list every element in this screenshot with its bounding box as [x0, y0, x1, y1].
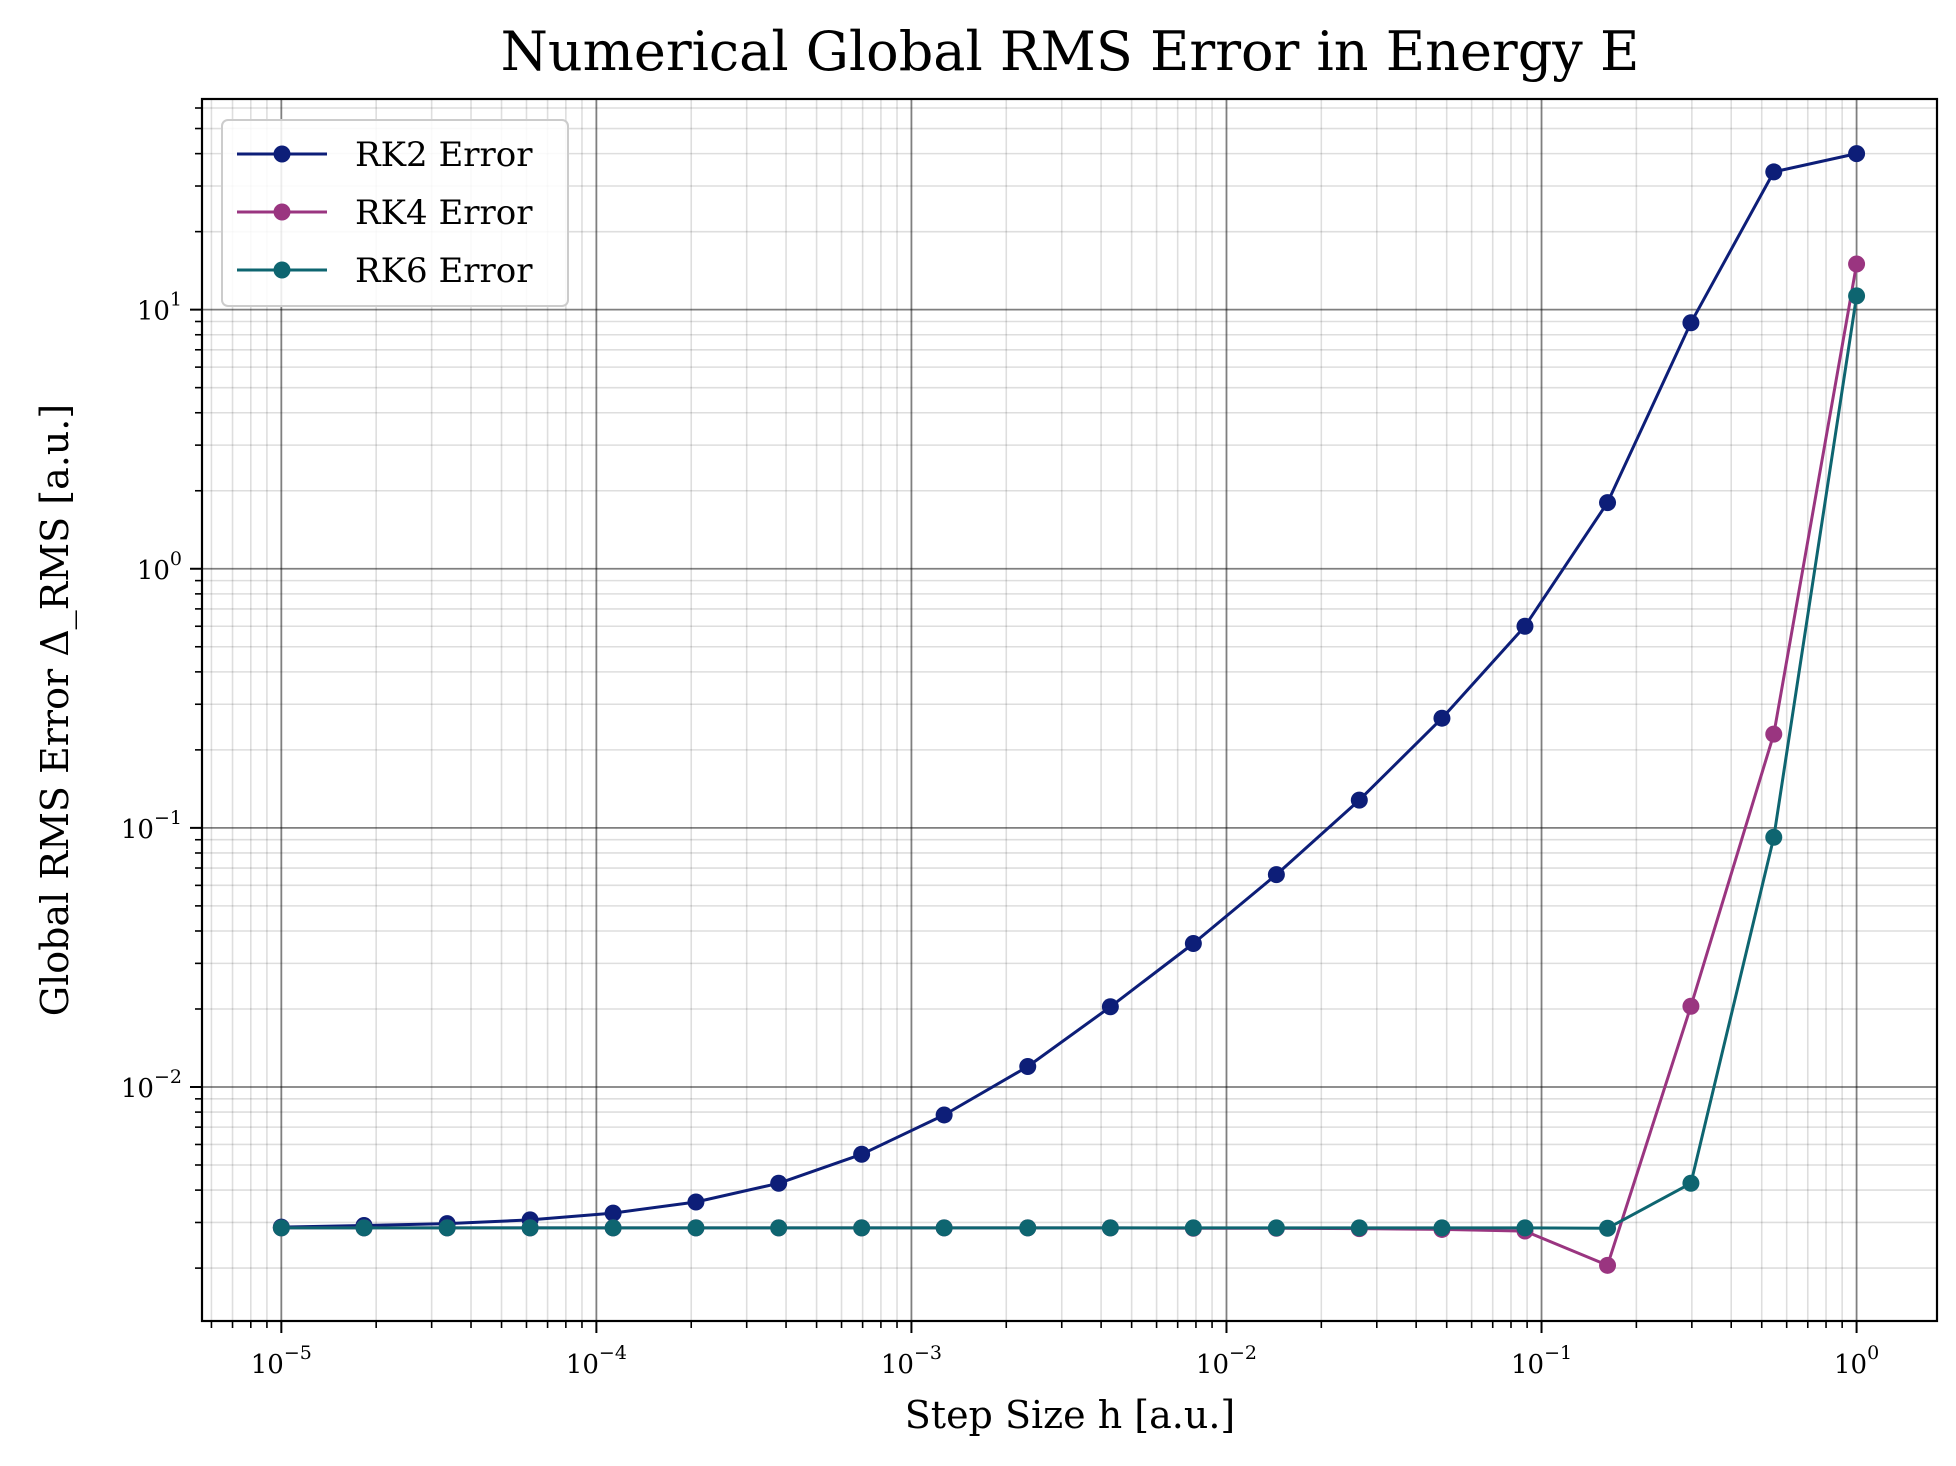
x-tick-label: 10−2 [1196, 1342, 1257, 1380]
data-point [1682, 1174, 1700, 1192]
legend-marker [273, 203, 291, 221]
plot-frame [200, 97, 1939, 1323]
x-axis-label: Step Size h [a.u.] [905, 1393, 1235, 1437]
x-tick-base: 10 [881, 1350, 914, 1380]
data-point [1765, 725, 1783, 743]
data-point [1433, 1219, 1451, 1237]
y-tick-base: 10 [121, 1074, 154, 1104]
data-point [770, 1219, 788, 1237]
data-point [1682, 314, 1700, 332]
y-tick-base: 10 [137, 556, 170, 586]
data-point [1848, 287, 1866, 305]
y-tick-label: 101 [137, 289, 182, 327]
data-point [438, 1219, 456, 1237]
legend: RK2 Error RK4 Error RK6 Error [221, 119, 569, 307]
data-point [935, 1106, 953, 1124]
data-point [272, 1219, 290, 1237]
x-tick-base: 10 [1834, 1350, 1867, 1380]
data-point [1433, 709, 1451, 727]
data-point [604, 1204, 622, 1222]
series-line [281, 295, 1859, 1230]
legend-item: RK6 Error [237, 251, 533, 291]
y-tick-exponent: −2 [154, 1066, 182, 1088]
x-tick-base: 10 [1511, 1350, 1544, 1380]
series-layer [272, 145, 1866, 1274]
x-tick-exponent: −1 [1544, 1342, 1572, 1364]
data-point [687, 1219, 705, 1237]
data-point [1267, 866, 1285, 884]
data-point [521, 1219, 539, 1237]
legend-marker [273, 145, 291, 163]
data-point [687, 1193, 705, 1211]
data-point [1019, 1219, 1037, 1237]
data-point [1682, 997, 1700, 1015]
y-tick-label: 100 [137, 548, 182, 586]
x-tick-label: 10−5 [251, 1342, 312, 1380]
x-tick-exponent: −5 [284, 1342, 312, 1364]
data-point [1350, 791, 1368, 809]
legend-box [221, 119, 569, 307]
legend-label: RK6 Error [355, 251, 533, 291]
y-tick-label: 10−1 [121, 807, 182, 845]
x-tick-exponent: −2 [1229, 1342, 1257, 1364]
data-point [1101, 998, 1119, 1016]
data-point [604, 1219, 622, 1237]
y-axis-label: Global RMS Error Δ_RMS [a.u.] [33, 404, 78, 1016]
data-point [935, 1219, 953, 1237]
y-tick-base: 10 [121, 815, 154, 845]
legend-label: RK2 Error [355, 135, 533, 175]
data-point [1184, 1219, 1202, 1237]
series-line [281, 152, 1857, 1229]
chart-title: Numerical Global RMS Error in Energy E [501, 20, 1640, 83]
y-tick-base: 10 [137, 297, 170, 327]
data-point [1599, 1219, 1617, 1237]
data-point [1019, 1057, 1037, 1075]
legend-marker [273, 261, 291, 279]
series-1 [272, 145, 1866, 1236]
x-tick-exponent: −3 [914, 1342, 942, 1364]
data-point [1765, 163, 1783, 181]
data-point [355, 1219, 373, 1237]
x-tick-base: 10 [251, 1350, 284, 1380]
y-tick-exponent: 0 [170, 548, 182, 570]
x-tick-label: 10−4 [566, 1342, 627, 1380]
data-point [1101, 1219, 1119, 1237]
series-3 [272, 287, 1866, 1237]
data-point [1848, 145, 1866, 163]
data-point [853, 1219, 871, 1237]
y-tick-exponent: 1 [170, 289, 182, 311]
data-point [1516, 1219, 1534, 1237]
x-tick-base: 10 [1196, 1350, 1229, 1380]
data-point [1599, 494, 1617, 512]
x-tick-exponent: −4 [599, 1342, 627, 1364]
legend-label: RK4 Error [355, 193, 533, 233]
legend-item: RK4 Error [237, 193, 533, 233]
x-tick-label: 100 [1834, 1342, 1879, 1380]
data-point [853, 1145, 871, 1163]
data-point [1516, 617, 1534, 635]
legend-item: RK2 Error [237, 135, 533, 175]
data-point [770, 1174, 788, 1192]
data-point [1184, 934, 1202, 952]
x-tick-base: 10 [566, 1350, 599, 1380]
x-tick-label: 10−3 [881, 1342, 942, 1380]
y-tick-exponent: −1 [154, 807, 182, 829]
data-point [1599, 1256, 1617, 1274]
data-point [1848, 255, 1866, 273]
data-point [1350, 1219, 1368, 1237]
y-tick-label: 10−2 [121, 1066, 182, 1104]
x-tick-label: 10−1 [1511, 1342, 1572, 1380]
data-point [1765, 828, 1783, 846]
x-tick-exponent: 0 [1867, 1342, 1879, 1364]
data-point [1267, 1219, 1285, 1237]
